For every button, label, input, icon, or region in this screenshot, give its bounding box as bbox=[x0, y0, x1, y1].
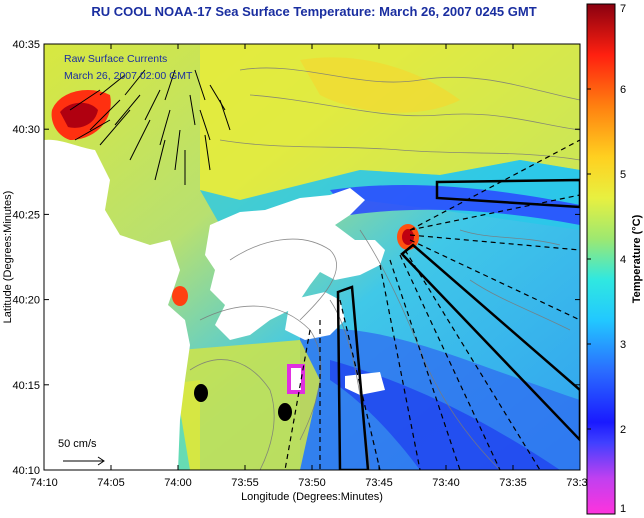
colorbar-gradient bbox=[586, 3, 616, 515]
x-tick-label: 74:00 bbox=[164, 477, 192, 489]
x-tick-label: 74:10 bbox=[30, 477, 58, 489]
colorbar-label: Temperature (°C) bbox=[631, 214, 643, 303]
cloud-mask bbox=[205, 188, 385, 340]
annotation-line1: Raw Surface Currents bbox=[64, 53, 167, 65]
map-title: RU COOL NOAA-17 Sea Surface Temperature:… bbox=[91, 4, 537, 19]
x-tick-label: 73:55 bbox=[231, 477, 259, 489]
y-tick-label: 40:35 bbox=[12, 39, 40, 51]
map-area bbox=[44, 44, 580, 470]
y-tick-label: 40:15 bbox=[12, 380, 40, 392]
colorbar-tick-label: 1 bbox=[620, 503, 626, 515]
y-tick-label: 40:20 bbox=[12, 295, 40, 307]
colorbar-tick-label: 2 bbox=[620, 424, 626, 436]
y-tick-label: 40:30 bbox=[12, 124, 40, 136]
colorbar-tick-label: 7 bbox=[620, 3, 626, 15]
x-axis-label: Longitude (Degrees:Minutes) bbox=[241, 491, 383, 503]
scale-label: 50 cm/s bbox=[58, 438, 97, 450]
land-nj bbox=[44, 139, 190, 470]
colorbar-tick-label: 3 bbox=[620, 339, 626, 351]
transect-lines bbox=[284, 139, 580, 470]
y-axis: 40:35 40:30 40:25 40:20 40:15 40:10 bbox=[12, 39, 580, 477]
x-tick-label: 73:40 bbox=[432, 477, 460, 489]
y-tick-label: 40:25 bbox=[12, 209, 40, 221]
colorbar-tick-label: 4 bbox=[620, 254, 626, 266]
y-axis-label: Latitude (Degrees:Minutes) bbox=[2, 191, 14, 324]
annotation-line2: March 26, 2007 02:00 GMT bbox=[64, 70, 193, 82]
surface-current-vectors bbox=[69, 69, 231, 185]
x-tick-label: 73:50 bbox=[298, 477, 326, 489]
colorbar: 1 2 3 4 5 6 7 Temperature (°C) bbox=[586, 3, 643, 515]
x-tick-label: 73:35 bbox=[499, 477, 527, 489]
scale-arrow bbox=[63, 456, 105, 466]
colorbar-tick-label: 6 bbox=[620, 84, 626, 96]
x-tick-label: 73:45 bbox=[365, 477, 393, 489]
colorbar-tick-label: 5 bbox=[620, 169, 626, 181]
y-tick-label: 40:10 bbox=[12, 465, 40, 477]
x-tick-label: 74:05 bbox=[97, 477, 125, 489]
bathymetry-contours bbox=[189, 67, 580, 470]
